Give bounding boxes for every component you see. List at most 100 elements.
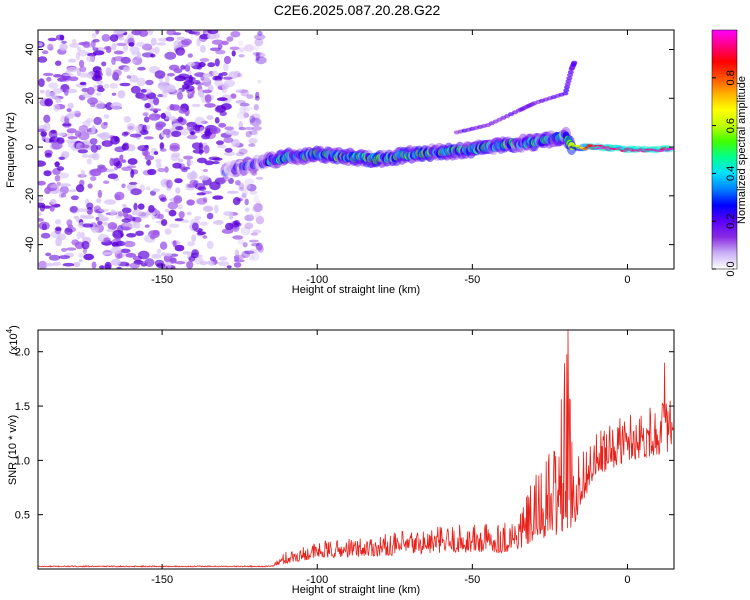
noise-blob xyxy=(47,43,54,51)
noise-blob xyxy=(174,218,184,222)
noise-blob xyxy=(164,51,177,60)
noise-blob xyxy=(167,201,179,210)
noise-blob xyxy=(214,204,219,214)
noise-blob xyxy=(128,181,138,185)
noise-blob xyxy=(48,254,61,261)
noise-blob xyxy=(168,223,180,228)
noise-blob xyxy=(55,219,62,225)
noise-blob xyxy=(214,105,227,113)
noise-blob xyxy=(164,252,172,257)
chart-title: C2E6.2025.087.20.28.G22 xyxy=(274,2,441,18)
noise-blob xyxy=(65,247,77,251)
noise-blob xyxy=(91,226,99,233)
noise-blob xyxy=(198,175,210,181)
noise-blob xyxy=(241,192,247,199)
noise-blob xyxy=(65,113,75,119)
noise-blob xyxy=(121,218,132,223)
noise-blob xyxy=(150,53,156,58)
noise-blob xyxy=(191,103,201,108)
noise-blob xyxy=(76,231,82,240)
noise-blob xyxy=(89,138,98,145)
noise-blob xyxy=(253,44,260,51)
noise-blob xyxy=(38,56,48,63)
noise-blob xyxy=(225,222,234,230)
noise-blob xyxy=(44,187,51,195)
noise-blob xyxy=(111,241,119,248)
noise-blob xyxy=(99,265,105,269)
noise-blob xyxy=(92,50,105,56)
noise-blob xyxy=(86,86,95,95)
noise-blob xyxy=(154,46,160,55)
noise-blob xyxy=(102,221,109,226)
noise-blob xyxy=(48,129,58,139)
noise-blob xyxy=(106,228,114,232)
noise-blob xyxy=(154,158,162,163)
noise-blob xyxy=(97,189,103,199)
noise-blob xyxy=(235,89,248,93)
spectrogram-x-tick-label: 0 xyxy=(624,274,630,286)
noise-blob xyxy=(157,213,164,220)
noise-blob xyxy=(73,215,80,220)
noise-blob xyxy=(92,47,99,51)
noise-blob xyxy=(194,256,204,265)
noise-blob xyxy=(187,53,193,58)
noise-blob xyxy=(61,123,72,127)
noise-blob xyxy=(156,161,162,169)
noise-blob xyxy=(250,232,259,236)
noise-blob xyxy=(68,58,77,63)
noise-blob xyxy=(212,75,219,81)
noise-blob xyxy=(52,261,62,267)
noise-blob xyxy=(145,186,151,191)
noise-blob xyxy=(234,254,246,260)
noise-blob xyxy=(126,233,137,238)
noise-blob xyxy=(77,149,89,154)
noise-blob xyxy=(83,253,95,261)
noise-blob xyxy=(246,94,254,99)
noise-blob xyxy=(46,76,52,82)
noise-blob xyxy=(79,59,85,68)
noise-blob xyxy=(75,184,85,193)
noise-blob xyxy=(109,82,118,89)
noise-blob xyxy=(65,88,78,94)
noise-blob xyxy=(206,240,214,250)
noise-blob xyxy=(45,263,55,267)
snr-y-axis-label: SNR (10 * v/v) xyxy=(7,415,19,485)
colorbar-tick-label: 0.4 xyxy=(725,166,737,181)
spectrogram-axes: -150 -100 -50 0 -40 -20 0 20 40 xyxy=(24,30,674,286)
noise-blob xyxy=(236,111,247,120)
noise-blob xyxy=(144,224,150,228)
noise-blob xyxy=(253,203,263,213)
noise-blob xyxy=(130,85,141,94)
noise-blob xyxy=(187,241,195,247)
noise-blob xyxy=(196,197,208,205)
noise-blob xyxy=(97,220,103,225)
noise-blob xyxy=(218,122,227,128)
colorbar-label: Normalized spectral amplitude xyxy=(736,76,748,224)
snr-x-tick-label: -50 xyxy=(464,574,480,586)
noise-blob xyxy=(215,49,226,55)
noise-blob xyxy=(116,42,127,47)
noise-blob xyxy=(79,72,89,78)
noise-blob xyxy=(244,207,250,213)
noise-blob xyxy=(38,218,44,222)
noise-blob xyxy=(136,77,146,87)
noise-blob xyxy=(239,105,246,115)
noise-blob xyxy=(166,179,173,189)
noise-blob xyxy=(129,262,140,269)
noise-blob xyxy=(43,170,52,177)
noise-blob xyxy=(164,166,169,173)
noise-blob xyxy=(235,180,241,186)
noise-blob xyxy=(188,159,194,166)
noise-blob xyxy=(213,220,224,225)
noise-blob xyxy=(212,157,223,161)
noise-blob xyxy=(97,84,104,89)
noise-blob xyxy=(64,227,73,235)
noise-blob xyxy=(66,67,78,72)
noise-blob xyxy=(156,248,162,254)
noise-blob xyxy=(226,265,232,269)
noise-blob xyxy=(170,154,180,161)
noise-blob xyxy=(176,36,186,41)
noise-blob xyxy=(104,140,110,148)
noise-blob xyxy=(86,158,92,165)
noise-blob xyxy=(184,85,195,92)
